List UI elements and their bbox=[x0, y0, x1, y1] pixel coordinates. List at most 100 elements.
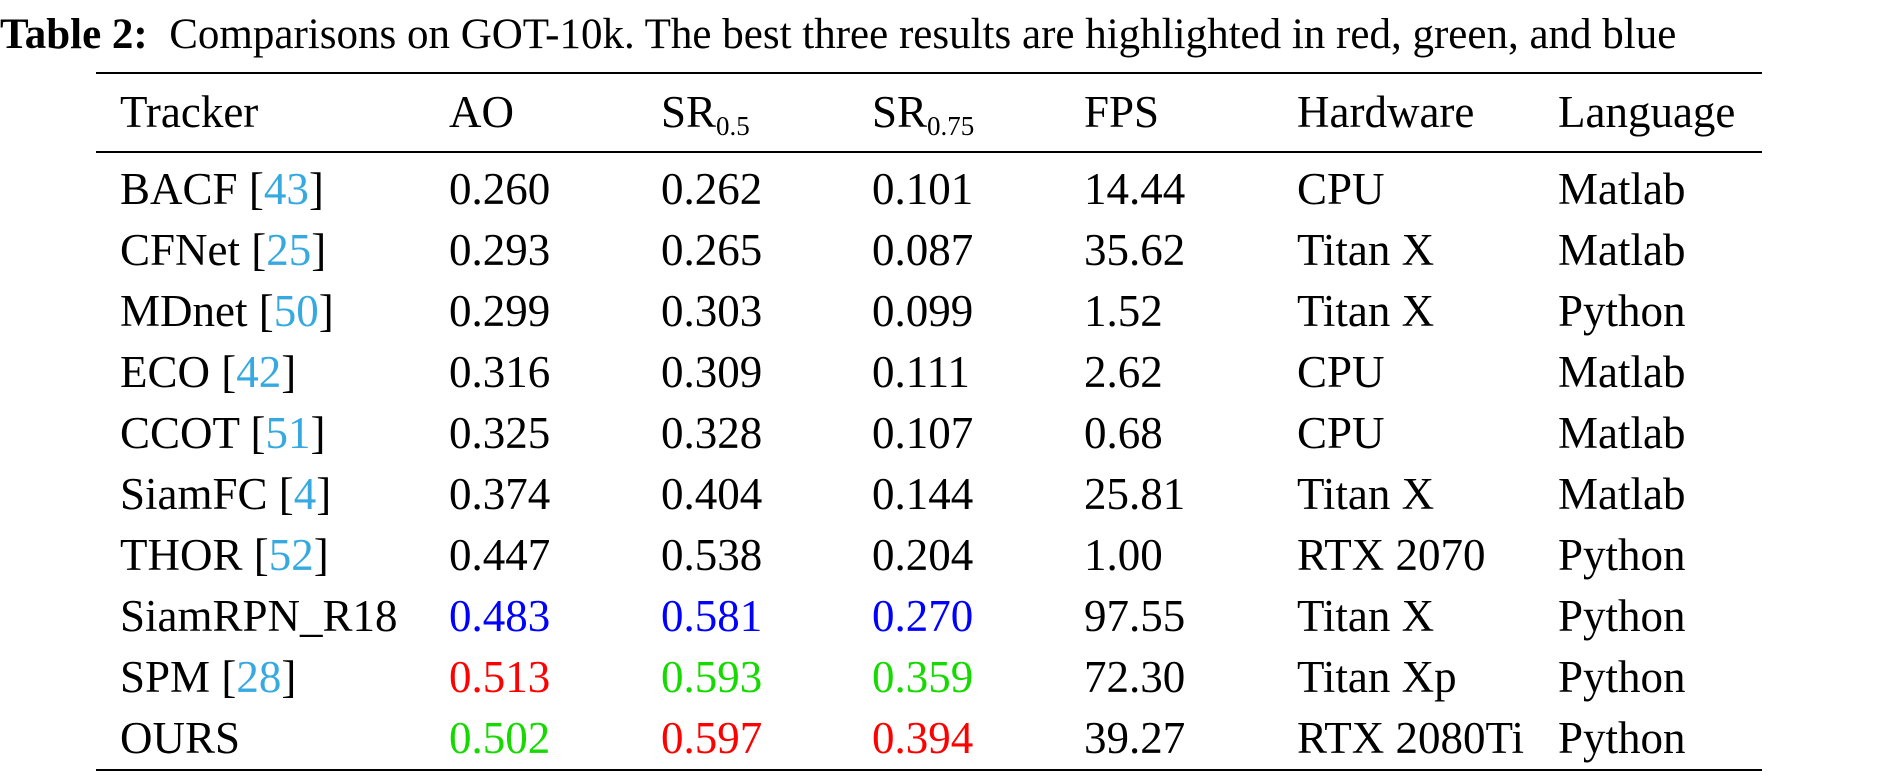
tracker-cell: CCOT [51] bbox=[120, 408, 326, 458]
sr-075-cell: 0.099 bbox=[872, 286, 974, 336]
tracker-name: ECO bbox=[120, 347, 210, 397]
table-row: CFNet [25] 0.293 0.265 0.087 35.62 Titan… bbox=[96, 220, 1762, 281]
language-cell: Python bbox=[1558, 713, 1686, 763]
citation-link[interactable]: 4 bbox=[293, 469, 317, 519]
sr-075-cell: 0.359 bbox=[872, 652, 974, 702]
language-cell: Python bbox=[1558, 286, 1686, 336]
sr-05-cell: 0.265 bbox=[661, 225, 763, 275]
table-body: BACF [43] 0.260 0.262 0.101 14.44 CPU Ma… bbox=[96, 152, 1762, 770]
ao-cell: 0.502 bbox=[449, 713, 551, 763]
tracker-cell: SiamFC [4] bbox=[120, 469, 332, 519]
ao-cell: 0.447 bbox=[449, 530, 551, 580]
header-sr-05: SR0.5 bbox=[637, 73, 848, 152]
tracker-name: CFNet bbox=[120, 225, 241, 275]
tracker-name: CCOT bbox=[120, 408, 240, 458]
table-row: OURS 0.502 0.597 0.394 39.27 RTX 2080Ti … bbox=[96, 708, 1762, 770]
tracker-name: SiamFC bbox=[120, 469, 268, 519]
sr-05-cell: 0.593 bbox=[661, 652, 763, 702]
tracker-cell: SPM [28] bbox=[120, 652, 297, 702]
sr-075-cell: 0.144 bbox=[872, 469, 974, 519]
sr-05-cell: 0.404 bbox=[661, 469, 763, 519]
sr-075-cell: 0.087 bbox=[872, 225, 974, 275]
tracker-name: SPM bbox=[120, 652, 211, 702]
hardware-cell: RTX 2070 bbox=[1297, 530, 1486, 580]
table-row: THOR [52] 0.447 0.538 0.204 1.00 RTX 207… bbox=[96, 525, 1762, 586]
sr-05-cell: 0.309 bbox=[661, 347, 763, 397]
header-sr-05-subscript: 0.5 bbox=[716, 111, 750, 141]
table-row: CCOT [51] 0.325 0.328 0.107 0.68 CPU Mat… bbox=[96, 403, 1762, 464]
hardware-cell: Titan Xp bbox=[1297, 652, 1457, 702]
table-row: ECO [42] 0.316 0.309 0.111 2.62 CPU Matl… bbox=[96, 342, 1762, 403]
header-tracker: Tracker bbox=[120, 87, 259, 137]
table-row: SiamRPN_R18 0.483 0.581 0.270 97.55 Tita… bbox=[96, 586, 1762, 647]
tracker-name: OURS bbox=[120, 713, 241, 763]
sr-075-cell: 0.394 bbox=[872, 713, 974, 763]
caption-label: Table 2: bbox=[0, 11, 148, 58]
tracker-cell: SiamRPN_R18 bbox=[96, 586, 425, 647]
ao-cell: 0.483 bbox=[449, 591, 551, 641]
sr-05-cell: 0.328 bbox=[661, 408, 763, 458]
tracker-cell: OURS bbox=[96, 708, 425, 770]
language-cell: Python bbox=[1558, 591, 1686, 641]
hardware-cell: Titan X bbox=[1297, 591, 1435, 641]
tracker-cell: MDnet [50] bbox=[120, 286, 334, 336]
tracker-cell: BACF [43] bbox=[120, 164, 324, 214]
header-hardware: Hardware bbox=[1297, 87, 1475, 137]
fps-cell: 2.62 bbox=[1084, 347, 1163, 397]
tracker-name: MDnet bbox=[120, 286, 248, 336]
fps-cell: 1.52 bbox=[1084, 286, 1163, 336]
language-cell: Matlab bbox=[1558, 347, 1686, 397]
header-language: Language bbox=[1558, 87, 1736, 137]
table-header: Tracker AO SR0.5 SR0.75 FPS Hardware Lan… bbox=[96, 73, 1762, 152]
table-row: SiamFC [4] 0.374 0.404 0.144 25.81 Titan… bbox=[96, 464, 1762, 525]
citation-link[interactable]: 50 bbox=[273, 286, 319, 336]
citation-link[interactable]: 42 bbox=[236, 347, 282, 397]
table-caption: Table 2: Comparisons on GOT-10k. The bes… bbox=[0, 0, 1882, 70]
citation-link[interactable]: 43 bbox=[263, 164, 309, 214]
comparison-table-container: Tracker AO SR0.5 SR0.75 FPS Hardware Lan… bbox=[96, 72, 1762, 771]
sr-075-cell: 0.101 bbox=[872, 164, 974, 214]
hardware-cell: Titan X bbox=[1297, 225, 1435, 275]
ao-cell: 0.293 bbox=[449, 225, 551, 275]
ao-cell: 0.374 bbox=[449, 469, 551, 519]
fps-cell: 0.68 bbox=[1084, 408, 1163, 458]
header-sr-075-base: SR bbox=[872, 87, 928, 137]
tracker-name: SiamRPN_R18 bbox=[120, 591, 398, 641]
header-sr-075: SR0.75 bbox=[848, 73, 1060, 152]
hardware-cell: Titan X bbox=[1297, 469, 1435, 519]
sr-075-cell: 0.111 bbox=[872, 347, 970, 397]
header-sr-05-base: SR bbox=[661, 87, 717, 137]
citation-link[interactable]: 25 bbox=[266, 225, 312, 275]
fps-cell: 72.30 bbox=[1084, 652, 1186, 702]
sr-05-cell: 0.262 bbox=[661, 164, 763, 214]
ao-cell: 0.325 bbox=[449, 408, 551, 458]
fps-cell: 35.62 bbox=[1084, 225, 1186, 275]
language-cell: Matlab bbox=[1558, 469, 1686, 519]
language-cell: Matlab bbox=[1558, 408, 1686, 458]
citation-link[interactable]: 52 bbox=[268, 530, 314, 580]
sr-05-cell: 0.538 bbox=[661, 530, 763, 580]
sr-05-cell: 0.303 bbox=[661, 286, 763, 336]
sr-075-cell: 0.270 bbox=[872, 591, 974, 641]
table-row: SPM [28] 0.513 0.593 0.359 72.30 Titan X… bbox=[96, 647, 1762, 708]
hardware-cell: RTX 2080Ti bbox=[1297, 713, 1524, 763]
language-cell: Python bbox=[1558, 652, 1686, 702]
ao-cell: 0.513 bbox=[449, 652, 551, 702]
hardware-cell: CPU bbox=[1297, 347, 1385, 397]
citation-link[interactable]: 51 bbox=[265, 408, 311, 458]
tracker-cell: ECO [42] bbox=[120, 347, 297, 397]
citation-link[interactable]: 28 bbox=[236, 652, 282, 702]
tracker-cell: CFNet [25] bbox=[120, 225, 327, 275]
caption-text: Comparisons on GOT-10k. The best three r… bbox=[169, 11, 1677, 58]
sr-05-cell: 0.597 bbox=[661, 713, 763, 763]
tracker-cell: THOR [52] bbox=[120, 530, 329, 580]
language-cell: Python bbox=[1558, 530, 1686, 580]
header-fps: FPS bbox=[1084, 87, 1160, 137]
ao-cell: 0.299 bbox=[449, 286, 551, 336]
fps-cell: 14.44 bbox=[1084, 164, 1186, 214]
fps-cell: 25.81 bbox=[1084, 469, 1186, 519]
language-cell: Matlab bbox=[1558, 164, 1686, 214]
sr-075-cell: 0.204 bbox=[872, 530, 974, 580]
table-row: BACF [43] 0.260 0.262 0.101 14.44 CPU Ma… bbox=[96, 152, 1762, 220]
table-row: MDnet [50] 0.299 0.303 0.099 1.52 Titan … bbox=[96, 281, 1762, 342]
